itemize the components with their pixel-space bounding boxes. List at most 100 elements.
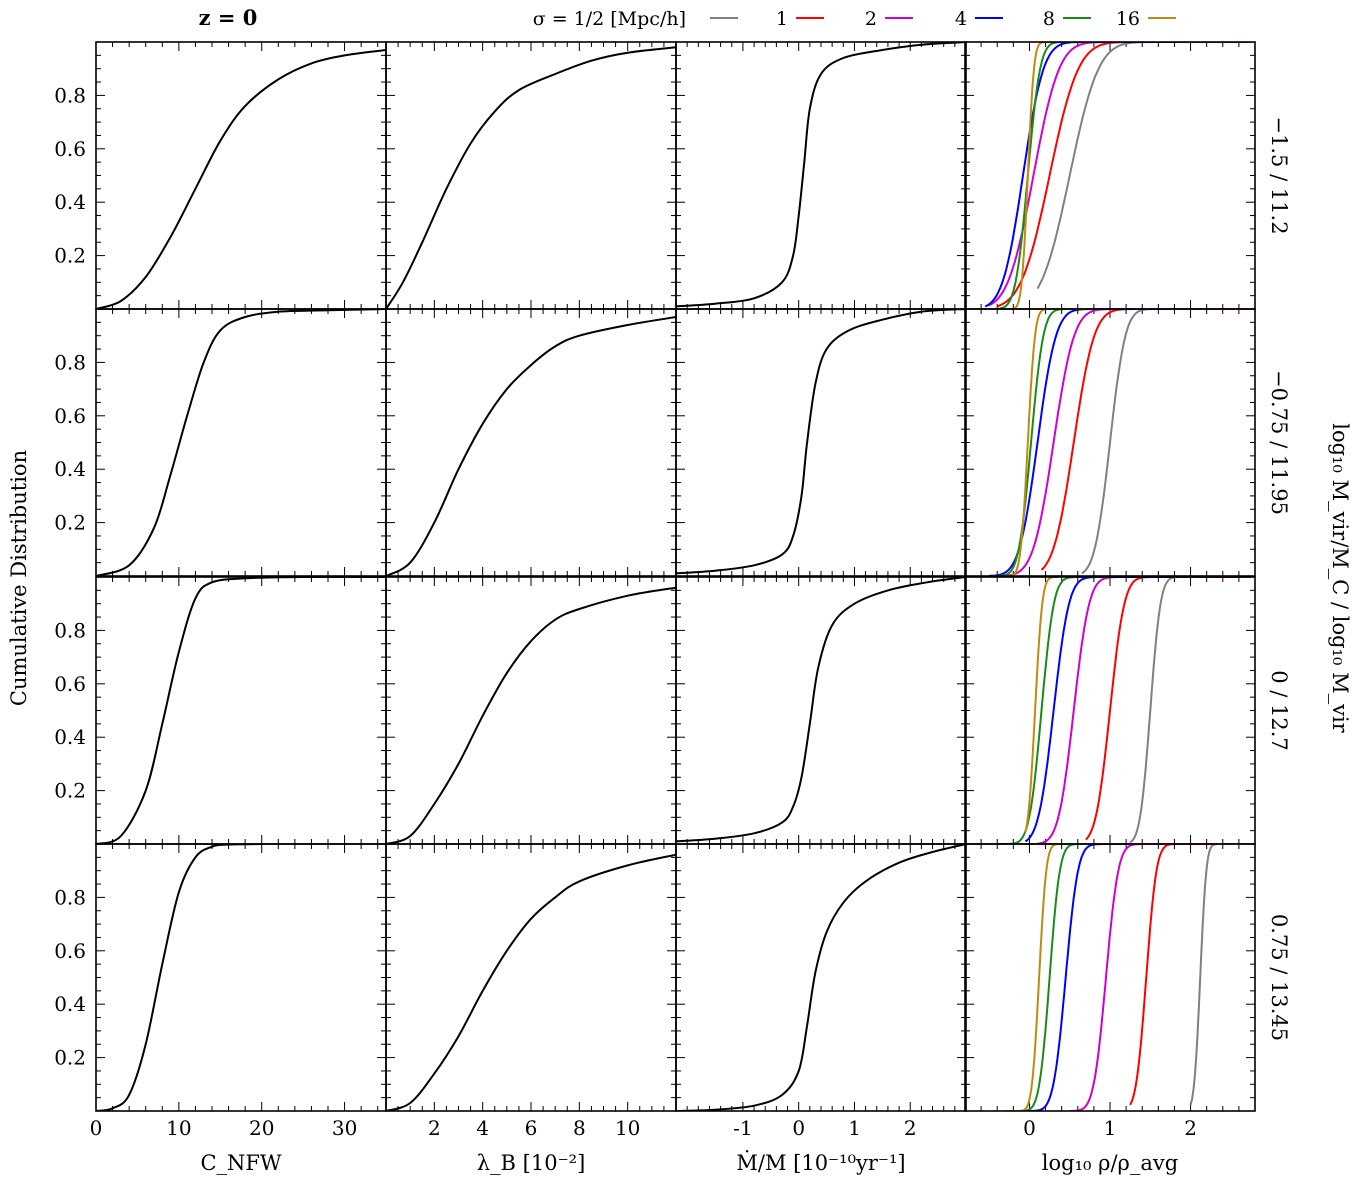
x-tick-label: 0 (792, 1116, 805, 1140)
x-tick-label: 1 (848, 1116, 861, 1140)
x-tick-label: 8 (573, 1116, 586, 1140)
cdf-line (96, 309, 386, 576)
y-tick-label: 0.4 (54, 725, 86, 749)
x-axis-label: C_NFW (200, 1151, 282, 1175)
x-tick-label: 20 (249, 1116, 274, 1140)
cdf-line-sigma-0 (1081, 309, 1251, 575)
row-label: −0.75 / 11.95 (1267, 370, 1291, 515)
y-tick-label: 0.8 (54, 618, 86, 642)
cdf-line (386, 316, 676, 576)
x-axis-label: Ṁ/M [10⁻¹⁰yr⁻¹] (736, 1151, 905, 1175)
y-tick-label: 0.8 (54, 885, 86, 909)
y-tick-label: 0.2 (54, 244, 86, 268)
cdf-line-sigma-5 (1009, 42, 1054, 309)
panel-0-0: 0.2 0.4 0.6 0.8 (54, 41, 387, 310)
cdf-line-sigma-1 (1040, 309, 1247, 571)
panel-0-1: 0.2 0.4 0.6 0.8 (54, 308, 387, 577)
panel-3-3: 0 1 2 (964, 843, 1256, 1140)
y-tick-label: 0.2 (54, 1046, 86, 1070)
cdf-line-sigma-4 (1005, 844, 1090, 1111)
panel-2-0 (675, 41, 967, 310)
legend-item: 4 (955, 8, 1003, 30)
cdf-line-sigma-3 (984, 42, 1179, 308)
legend-item: 8 (1043, 8, 1091, 30)
panel-frame (385, 308, 677, 577)
panel-frame (675, 576, 967, 845)
legend-label: 1 (776, 8, 788, 30)
x-tick-label: 0 (90, 1116, 103, 1140)
ticks (385, 42, 677, 309)
panel-frame (385, 41, 677, 310)
ticks (675, 309, 967, 576)
y-tick-label: 0.6 (54, 939, 86, 963)
cdf-line (386, 586, 676, 844)
ticks (964, 844, 1256, 1111)
x-axis-label: λ_B [10⁻²] (477, 1151, 586, 1175)
panel-1-2 (385, 576, 677, 845)
panel-frame (675, 843, 967, 1112)
cdf-line (96, 577, 386, 844)
x-tick-label: 0 (1023, 1116, 1036, 1140)
legend-title: σ = 1/2 [Mpc/h] (533, 8, 686, 30)
cdf-line (96, 49, 386, 309)
ticks (675, 844, 967, 1111)
panel-frame (95, 308, 387, 577)
panel-3-2 (964, 576, 1256, 845)
legend-label: 2 (865, 8, 877, 30)
y-tick-label: 0.6 (54, 404, 86, 428)
cdf-line-sigma-2 (988, 42, 1231, 307)
legend-label: 16 (1116, 8, 1140, 30)
y-tick-label: 0.6 (54, 137, 86, 161)
y-axis-label: Cumulative Distribution (7, 450, 31, 706)
ticks (675, 42, 967, 309)
ticks (385, 844, 677, 1111)
panel-0-2: 0.2 0.4 0.6 0.8 (54, 576, 387, 845)
cdf-line-sigma-0 (1036, 42, 1251, 290)
panel-frame (964, 843, 1256, 1112)
x-tick-label: 30 (332, 1116, 357, 1140)
x-tick-label: -1 (733, 1116, 752, 1140)
cdf-line-sigma-3 (989, 309, 1171, 576)
cdf-line (96, 844, 262, 1111)
cdf-line (386, 46, 676, 309)
cdf-line-sigma-2 (1037, 577, 1215, 844)
x-tick-label: 2 (428, 1116, 441, 1140)
panel-3-1 (964, 308, 1256, 577)
ticks (95, 42, 386, 309)
panel-1-3: 2 4 6 8 10 (385, 843, 677, 1140)
ticks (385, 309, 677, 576)
ticks (95, 309, 386, 576)
legend-item: 2 (865, 8, 913, 30)
cdf-line (386, 853, 676, 1111)
ticks (675, 577, 967, 844)
row-label: 0 / 12.7 (1267, 670, 1291, 751)
x-tick-label: 1 (1104, 1116, 1117, 1140)
cdf-line-sigma-3 (1024, 577, 1171, 843)
panel-frame (385, 576, 677, 845)
cdf-line (676, 577, 966, 843)
x-tick-label: 4 (476, 1116, 489, 1140)
panel-2-1 (675, 308, 967, 577)
legend: σ = 1/2 [Mpc/h] 1 2 4 8 16 (533, 8, 1176, 30)
cdf-line (676, 42, 966, 308)
ticks (95, 844, 386, 1111)
figure-title: z = 0 (199, 5, 258, 30)
cdf-line-sigma-5 (1005, 844, 1058, 1111)
panel-grid: 0.20.40.60.80.20.40.60.80.20.40.60.80.20… (54, 41, 1291, 1175)
legend-label: 4 (955, 8, 967, 30)
ticks (385, 577, 677, 844)
legend-item: 16 (1116, 8, 1176, 30)
y-tick-label: 0.4 (54, 457, 86, 481)
y-tick-label: 0.8 (54, 350, 86, 374)
x-tick-label: 6 (525, 1116, 538, 1140)
panel-frame (964, 308, 1256, 577)
cdf-line-sigma-4 (997, 577, 1110, 844)
x-axis-label: log₁₀ ρ/ρ_avg (1042, 1151, 1178, 1175)
legend-item: 1 (776, 8, 824, 30)
cdf-line-sigma-4 (993, 309, 1098, 576)
cdf-line (676, 844, 966, 1111)
cdf-line-sigma-0 (1129, 577, 1251, 844)
x-tick-label: 2 (904, 1116, 917, 1140)
legend-label: 8 (1043, 8, 1055, 30)
